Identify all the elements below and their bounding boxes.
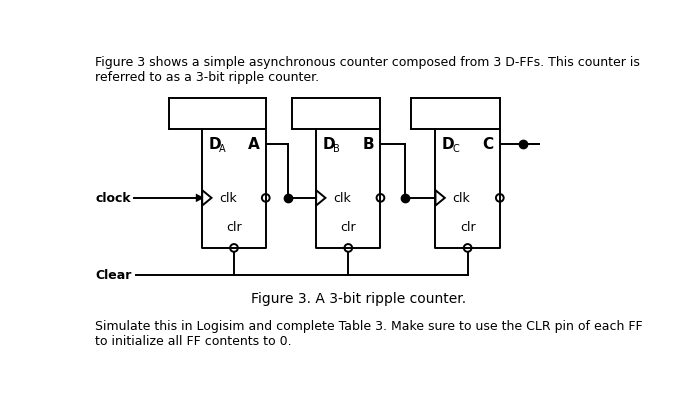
Text: Simulate this in Logisim and complete Table 3. Make sure to use the CLR pin of e: Simulate this in Logisim and complete Ta… bbox=[95, 319, 643, 347]
Text: clk: clk bbox=[219, 192, 237, 205]
Text: clr: clr bbox=[340, 220, 356, 233]
Text: B: B bbox=[333, 143, 340, 153]
Text: Figure 3 shows a simple asynchronous counter composed from 3 D-FFs. This counter: Figure 3 shows a simple asynchronous cou… bbox=[95, 56, 640, 84]
Text: A: A bbox=[248, 137, 260, 152]
Text: Clear: Clear bbox=[95, 269, 132, 281]
Text: clr: clr bbox=[226, 220, 241, 233]
Text: B: B bbox=[363, 137, 375, 152]
Circle shape bbox=[464, 245, 472, 252]
Circle shape bbox=[496, 194, 504, 202]
Polygon shape bbox=[197, 196, 202, 201]
Text: D: D bbox=[442, 137, 454, 152]
Circle shape bbox=[377, 194, 384, 202]
Text: clk: clk bbox=[333, 192, 351, 205]
Text: clock: clock bbox=[95, 192, 131, 205]
Circle shape bbox=[230, 245, 238, 252]
Text: clr: clr bbox=[460, 220, 475, 233]
Circle shape bbox=[262, 194, 270, 202]
Text: Figure 3. A 3-bit ripple counter.: Figure 3. A 3-bit ripple counter. bbox=[251, 291, 466, 305]
Text: A: A bbox=[219, 143, 226, 153]
Text: C: C bbox=[452, 143, 459, 153]
Text: D: D bbox=[209, 137, 221, 152]
Text: C: C bbox=[482, 137, 493, 152]
Text: clk: clk bbox=[452, 192, 470, 205]
Text: D: D bbox=[322, 137, 335, 152]
Circle shape bbox=[344, 245, 352, 252]
